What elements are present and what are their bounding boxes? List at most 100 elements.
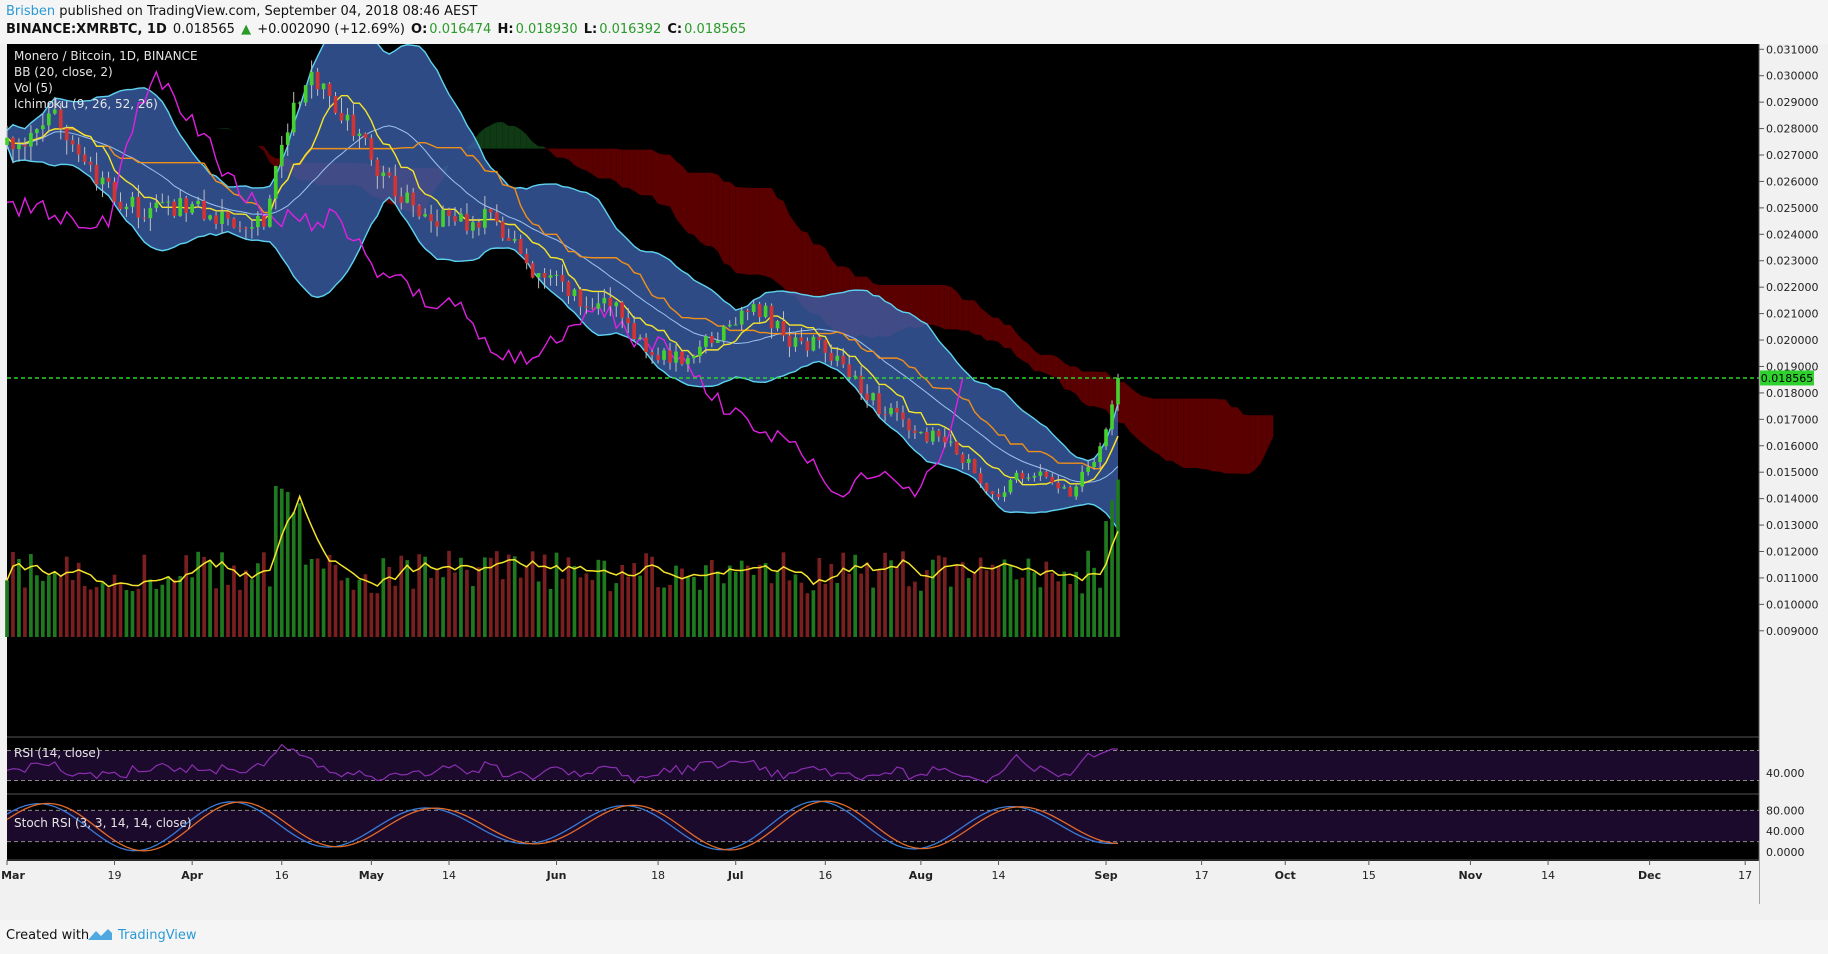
stoch-rsi-indicator [6, 800, 1759, 852]
volume-bar [285, 492, 290, 637]
cloud-segment [1088, 371, 1095, 407]
candle-body [1068, 487, 1073, 497]
price-tick-label: 0.024000 [1766, 228, 1819, 241]
candle-body [297, 102, 302, 104]
legend-stoch-rsi[interactable]: Stoch RSI (3, 3, 14, 14, close) [14, 816, 192, 830]
cloud-segment [1129, 387, 1136, 438]
candle-body [620, 302, 625, 318]
volume-bar [483, 557, 487, 637]
candle-body [930, 430, 935, 442]
volume-bar [942, 557, 947, 637]
volume-bar [1062, 571, 1067, 637]
tradingview-logo-icon [88, 929, 112, 940]
price-tick-label: 0.019000 [1766, 360, 1819, 373]
last-price-badge-label: 0.018565 [1761, 372, 1814, 385]
candle-body [859, 375, 863, 394]
cloud-segment [538, 146, 545, 149]
candle-body [488, 208, 493, 213]
candle-body [405, 192, 410, 203]
candle-body [709, 336, 714, 343]
cloud-segment [974, 300, 981, 336]
volume-bar [256, 563, 260, 637]
volume-bar [64, 556, 69, 637]
volume-bar [447, 550, 451, 637]
volume-bar [142, 554, 147, 637]
volume-bar [500, 579, 505, 637]
rsi-tick-label: 40.000 [1766, 767, 1805, 780]
candle-body [46, 113, 51, 126]
cloud-segment [950, 286, 957, 330]
candle-body [23, 144, 27, 147]
volume-bar [1008, 565, 1013, 637]
volume-bar [208, 560, 212, 637]
volume-bar [333, 564, 338, 637]
candle-body [692, 356, 696, 359]
cloud-segment [652, 149, 659, 204]
volume-bar [901, 551, 905, 637]
cloud-segment [1123, 382, 1130, 432]
high-label: H: [497, 22, 514, 37]
candle-body [70, 140, 75, 145]
author-link[interactable]: Brisben [6, 4, 56, 19]
cloud-segment [705, 172, 712, 247]
cloud-segment [926, 284, 933, 325]
volume-bar [572, 566, 577, 637]
legend-vol[interactable]: Vol (5) [14, 81, 53, 95]
legend-bb[interactable]: BB (20, close, 2) [14, 65, 113, 79]
candle-body [477, 222, 481, 228]
candle-body [196, 200, 200, 205]
cloud-segment [622, 149, 629, 188]
volume-bar [1032, 572, 1037, 637]
volume-bar [35, 575, 39, 637]
cloud-segment [592, 148, 599, 179]
candle-body [35, 129, 39, 133]
candle-body [202, 200, 206, 220]
volume-bar [990, 564, 995, 637]
time-axis[interactable] [7, 861, 1759, 904]
price-chart[interactable]: 0.031000 0.030000 0.029000 0.028000 0.027000… [0, 44, 1828, 920]
cloud-segment [741, 187, 748, 275]
candle-body [471, 222, 475, 231]
volume-bar [829, 564, 834, 637]
volume-bar [841, 552, 846, 637]
volume-bar [315, 558, 320, 637]
candle-body [226, 211, 230, 219]
volume-bar [739, 560, 744, 637]
legend-rsi[interactable]: RSI (14, close) [14, 746, 100, 760]
candle-body [178, 198, 183, 216]
price-tick-label: 0.029000 [1766, 96, 1819, 109]
candle-body [327, 83, 332, 97]
time-tick-label: Aug [909, 869, 933, 882]
candle-body [184, 198, 189, 213]
tradingview-link[interactable]: TradingView [118, 928, 197, 943]
cloud-segment [968, 300, 975, 335]
candle-body [1104, 429, 1108, 447]
candle-body [626, 317, 631, 324]
stoch-d-line [6, 800, 1119, 852]
candle-body [715, 340, 720, 343]
volume-bar [859, 573, 863, 637]
cloud-segment [771, 187, 778, 283]
volume-bar [518, 577, 523, 637]
bb-upper [6, 44, 1119, 462]
cloud-segment [932, 284, 939, 327]
cloud-segment [789, 215, 796, 297]
last-price-badge [1760, 370, 1814, 386]
volume-bar [405, 560, 410, 637]
volume-bar [602, 560, 607, 637]
candle-body [948, 441, 953, 443]
volume-bar [267, 586, 272, 637]
volume-bar [644, 553, 648, 637]
cloud-segment [550, 148, 557, 158]
candle-body [1092, 461, 1096, 468]
volume-ma-line [6, 494, 1119, 588]
candle-body [757, 304, 762, 318]
legend-ichimoku[interactable]: Ichimoku (9, 26, 52, 26) [14, 97, 158, 111]
volume-bar [1050, 573, 1055, 637]
candle-body [787, 335, 792, 347]
candle-body [572, 289, 577, 297]
price-axis[interactable] [1760, 44, 1828, 920]
volume-bar [369, 592, 374, 637]
price-tick-label: 0.015000 [1766, 466, 1819, 479]
candle-body [351, 114, 356, 136]
